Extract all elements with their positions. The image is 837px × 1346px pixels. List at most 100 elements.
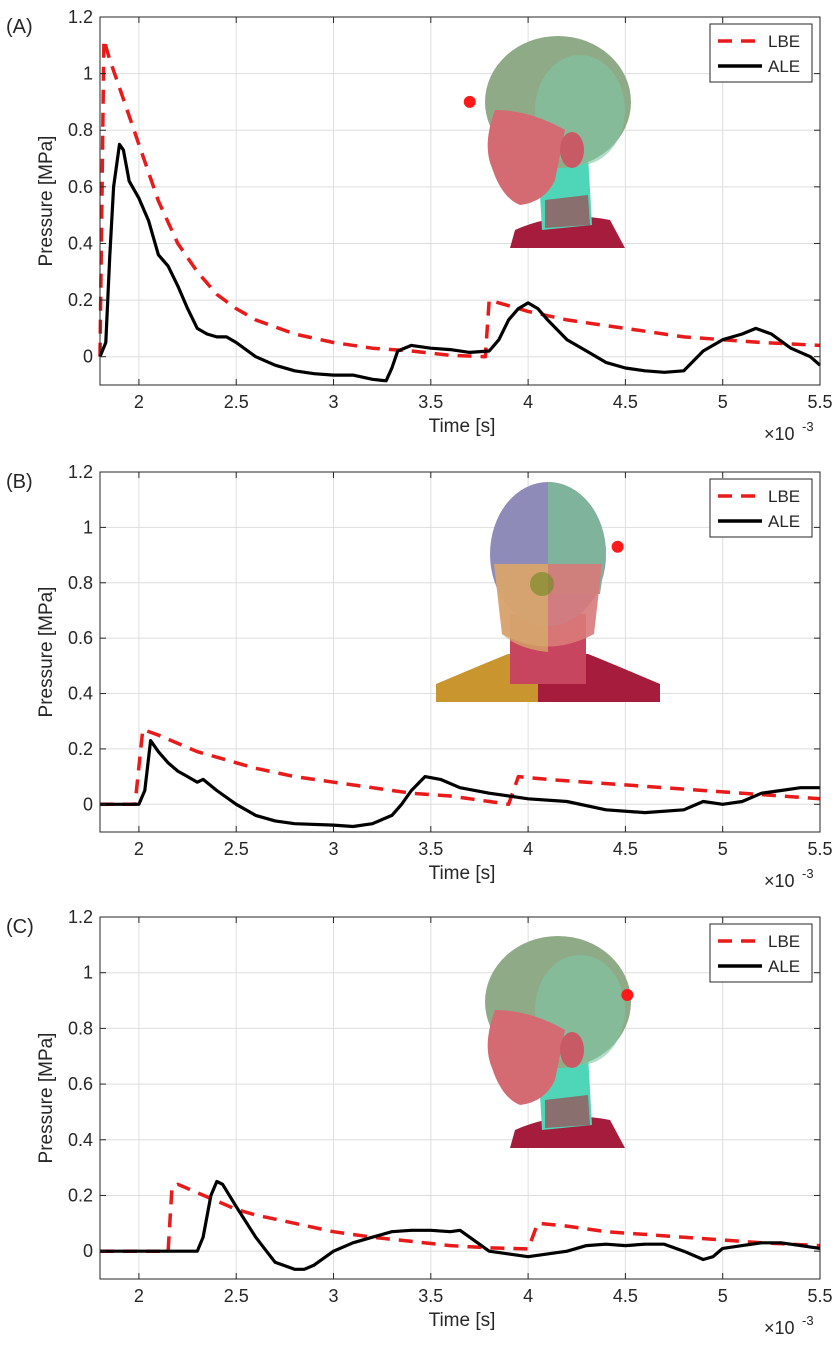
sensor-location-marker	[611, 540, 624, 553]
x-axis-label: Time [s]	[429, 1310, 496, 1331]
axes-frame	[99, 16, 821, 386]
x-tick-label: 2	[134, 392, 144, 412]
series-line-lbe	[100, 1182, 821, 1253]
x-tick-label: 4.5	[613, 392, 638, 412]
y-tick-label: 0	[83, 794, 93, 814]
plot-area	[100, 917, 820, 1279]
legend: LBE ALE	[709, 478, 813, 538]
y-tick-label: 1.2	[68, 907, 93, 927]
y-tick-label: 0.8	[68, 1018, 93, 1038]
x-axis-multiplier-exponent: -3	[802, 866, 814, 881]
sensor-location-marker	[463, 95, 476, 108]
ear-shape	[560, 1032, 584, 1068]
x-tick-label: 2	[134, 1286, 144, 1306]
head-model-image	[485, 36, 631, 248]
face-side-shape	[487, 1010, 565, 1105]
chart-panel-c: 2 2.5 3 3.5 4 4.5 5 5.5 0 0.2 0.4 0.6 0.8 1 1.2 Time [s…	[6, 907, 833, 1338]
y-tick-label: 0.2	[68, 290, 93, 310]
x-axis-multiplier: ×10	[764, 1318, 795, 1338]
x-axis-multiplier: ×10	[764, 871, 795, 891]
y-axis-label: Pressure [MPa]	[36, 136, 57, 267]
x-axis-label: Time [s]	[429, 416, 496, 437]
y-tick-label: 0.2	[68, 739, 93, 759]
legend-label-ale: ALE	[768, 957, 800, 976]
y-tick-label: 0.2	[68, 1185, 93, 1205]
x-tick-label: 2.5	[224, 839, 249, 859]
x-tick-label: 5	[718, 392, 728, 412]
legend-label-lbe: LBE	[768, 932, 800, 951]
x-tick-label: 3.5	[418, 392, 443, 412]
y-tick-label: 0.6	[68, 177, 93, 197]
series-line-lbe	[100, 727, 821, 807]
neck-lower-shape	[545, 1095, 590, 1128]
x-axis-multiplier-exponent: -3	[802, 419, 814, 434]
face-side-shape	[487, 110, 565, 205]
x-tick-label: 4	[523, 392, 533, 412]
series-line-ale	[98, 142, 822, 383]
legend-label-lbe: LBE	[768, 32, 800, 51]
legend-box	[709, 478, 813, 538]
y-tick-label: 0.6	[68, 1074, 93, 1094]
x-tick-label: 3	[329, 392, 339, 412]
y-tick-label: 0.4	[68, 233, 93, 253]
x-tick-label: 5.5	[807, 392, 832, 412]
y-tick-label: 1	[83, 963, 93, 983]
legend: LBE ALE	[709, 23, 813, 83]
x-axis-label: Time [s]	[429, 863, 496, 884]
x-tick-label: 3	[329, 839, 339, 859]
x-tick-label: 3.5	[418, 839, 443, 859]
x-axis-multiplier-exponent: -3	[802, 1313, 814, 1328]
ear-shape	[560, 132, 584, 168]
x-tick-label: 2.5	[224, 392, 249, 412]
panel-label: (A)	[6, 16, 33, 38]
x-tick-label: 4	[523, 1286, 533, 1306]
x-tick-label: 5	[718, 839, 728, 859]
y-tick-label: 0.4	[68, 684, 93, 704]
shoulders-shape	[510, 1116, 625, 1148]
legend-box	[709, 23, 813, 83]
shoulders-shape	[510, 216, 625, 248]
panel-label: (C)	[6, 916, 34, 938]
y-axis-label: Pressure [MPa]	[36, 587, 57, 718]
y-tick-label: 0	[83, 1241, 93, 1261]
y-tick-label: 0.6	[68, 628, 93, 648]
y-tick-label: 1.2	[68, 7, 93, 27]
x-tick-label: 3	[329, 1286, 339, 1306]
x-tick-label: 5.5	[807, 839, 832, 859]
series-line-ale	[100, 739, 820, 829]
x-tick-label: 4.5	[613, 839, 638, 859]
plot-area	[100, 472, 820, 832]
chart-panel-a: 2 2.5 3 3.5 4 4.5 5 5.5 0 0.2 0.4 0.6 0.8 1 1.2 Time [s…	[6, 7, 833, 444]
series-line-lbe	[98, 37, 821, 359]
panel-label: (B)	[6, 471, 33, 493]
y-tick-label: 0.8	[68, 120, 93, 140]
legend-label-ale: ALE	[768, 512, 800, 531]
legend-label-lbe: LBE	[768, 487, 800, 506]
x-tick-label: 4.5	[613, 1286, 638, 1306]
head-model-image	[436, 482, 660, 702]
y-tick-label: 1	[83, 517, 93, 537]
x-tick-label: 2	[134, 839, 144, 859]
sensor-location-marker	[621, 988, 634, 1001]
axes-frame	[99, 916, 821, 1280]
series-line-ale	[100, 1179, 821, 1271]
legend-label-ale: ALE	[768, 57, 800, 76]
y-axis-label: Pressure [MPa]	[36, 1033, 57, 1164]
y-tick-label: 0.8	[68, 573, 93, 593]
chart-panel-b: 2 2.5 3 3.5 4 4.5 5 5.5 0 0.2 0.4 0.6 0.8 1 1.2 Time [s…	[6, 462, 833, 891]
x-tick-label: 3.5	[418, 1286, 443, 1306]
axes-frame	[99, 471, 821, 833]
x-tick-label: 5	[718, 1286, 728, 1306]
neck-lower-shape	[545, 195, 590, 228]
x-tick-label: 5.5	[807, 1286, 832, 1306]
x-axis-multiplier: ×10	[764, 424, 795, 444]
legend: LBE ALE	[709, 923, 813, 983]
neck-center-shape	[530, 572, 554, 596]
x-tick-label: 2.5	[224, 1286, 249, 1306]
y-tick-label: 1.2	[68, 462, 93, 482]
y-tick-label: 1	[83, 64, 93, 84]
plot-area	[100, 17, 820, 385]
x-tick-label: 4	[523, 839, 533, 859]
head-model-image	[485, 936, 631, 1148]
